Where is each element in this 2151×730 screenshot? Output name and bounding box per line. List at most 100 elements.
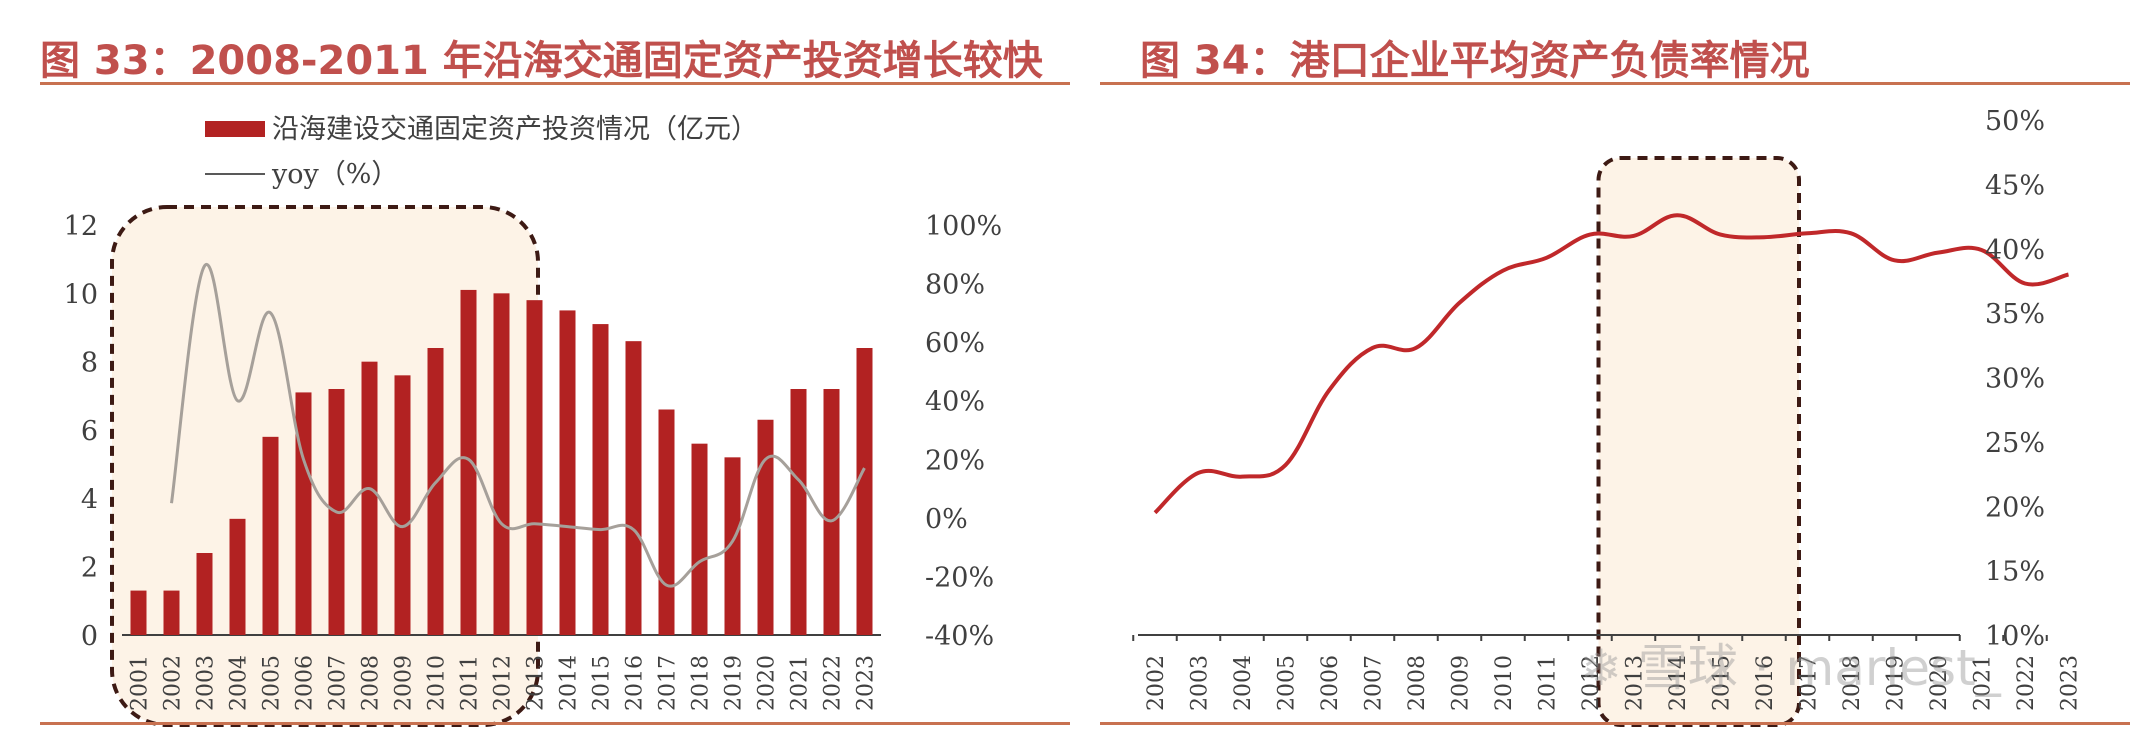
- bar-2006: [295, 392, 312, 635]
- x-tick-label: 2004: [1231, 655, 1256, 711]
- bar-2020: [757, 419, 774, 635]
- bar-2018: [691, 443, 708, 635]
- yoy-line: [170, 262, 866, 588]
- watermark: ❄ 雪球 · marlest_: [1580, 628, 2001, 700]
- left-tick-label: 0: [81, 621, 98, 652]
- right-tick-label: -40%: [925, 621, 994, 652]
- x-tick-label: 2015: [1710, 655, 1735, 711]
- x-tick-label: 2010: [1492, 655, 1517, 711]
- debt-ratio-chart: 10% 15% 20% 25% 30% 35% 40% 45% 50% 2002 2003 2004 2…: [1132, 106, 2083, 727]
- x-tick-label: 2016: [623, 655, 648, 711]
- right-tick-label: 45%: [1985, 170, 2045, 201]
- x-tick-label: 2023: [854, 655, 879, 711]
- x-tick-label: 2005: [1275, 655, 1300, 711]
- bar-2022: [823, 389, 840, 635]
- x-tick-label: 2007: [326, 655, 351, 711]
- right-tick-label: 40%: [1985, 235, 2045, 266]
- right-tick-label: 100%: [925, 211, 1002, 242]
- x-tick-label: 2013: [524, 655, 549, 711]
- x-tick-label: 2018: [1840, 655, 1865, 711]
- right-tick-label: 40%: [925, 387, 985, 418]
- bar-2005: [262, 436, 279, 635]
- bar-2001: [130, 590, 147, 635]
- bar-2008: [361, 361, 378, 635]
- bar-2004: [229, 518, 246, 635]
- bottom-rule: [40, 722, 1070, 725]
- x-tick-label: 2012: [491, 655, 516, 711]
- x-tick-label: 2020: [1927, 655, 1952, 711]
- x-tick-label: 2011: [458, 655, 483, 711]
- right-tick-label: 10%: [1985, 621, 2045, 652]
- x-tick-label: 2021: [1971, 655, 1996, 711]
- right-tick-label: 35%: [1985, 299, 2045, 330]
- investment-chart: 0 2 4 6 8 10 12 -40% -20% 0% 20% 40% 60% 80% 100% 2001 2…: [64, 114, 1002, 727]
- bar-2016: [625, 341, 642, 635]
- legend-line-label: yoy（%）: [271, 159, 398, 190]
- bar-2010: [427, 348, 444, 635]
- bar-2015: [592, 324, 609, 635]
- bar-2002: [163, 590, 180, 635]
- figure-33-panel: 图 33：2008-2011 年沿海交通固定资产投资增长较快 0 2 4 6 8 10 12…: [0, 0, 1075, 730]
- x-tick-label: 2023: [2058, 655, 2083, 711]
- x-tick-label: 2015: [590, 655, 615, 711]
- right-tick-label: 80%: [925, 270, 985, 301]
- right-tick-label: 50%: [1985, 106, 2045, 137]
- left-tick-label: 12: [64, 211, 98, 242]
- x-tick-label: 2017: [656, 655, 681, 711]
- bar-2019: [724, 457, 741, 635]
- right-tick-label: 20%: [1985, 492, 2045, 523]
- bar-2003: [196, 553, 213, 635]
- bar-2017: [658, 409, 675, 635]
- bar-2009: [394, 375, 411, 635]
- right-tick-label: 60%: [925, 328, 985, 359]
- left-tick-label: 8: [81, 348, 98, 379]
- x-tick-label: 2001: [128, 655, 153, 711]
- bar-2023: [856, 348, 873, 635]
- x-tick-label: 2003: [194, 655, 219, 711]
- left-tick-label: 4: [81, 484, 98, 515]
- watermark-text: 雪球 · marlest_: [1637, 639, 2001, 697]
- x-tick-label: 2003: [1188, 655, 1213, 711]
- x-tick-label: 2012: [1579, 655, 1604, 711]
- figure-34-panel: 图 34：港口企业平均资产负债率情况 10% 15% 20% 25% 30% 35% 40%…: [1100, 0, 2151, 730]
- x-tick-label: 2020: [755, 655, 780, 711]
- right-tick-label: 25%: [1985, 428, 2045, 459]
- left-tick-label: 6: [81, 416, 98, 447]
- right-tick-label: 15%: [1985, 557, 2045, 588]
- left-tick-label: 2: [81, 553, 98, 584]
- right-tick-label: 20%: [925, 445, 985, 476]
- figure-33-title: 图 33：2008-2011 年沿海交通固定资产投资增长较快: [40, 38, 1043, 84]
- debt-ratio-line: [1153, 213, 2070, 515]
- right-tick-label: 30%: [1985, 364, 2045, 395]
- x-tick-label: 2018: [689, 655, 714, 711]
- x-tick-label: 2002: [1144, 655, 1169, 711]
- bottom-rule: [1100, 722, 2130, 725]
- x-tick-label: 2021: [788, 655, 813, 711]
- x-tick-label: 2008: [359, 655, 384, 711]
- x-tick-label: 2011: [1536, 655, 1561, 711]
- x-tick-label: 2022: [2014, 655, 2039, 711]
- x-tick-label: 2022: [821, 655, 846, 711]
- x-tick-label: 2009: [392, 655, 417, 711]
- x-tick-label: 2014: [557, 655, 582, 711]
- x-tick-label: 2009: [1449, 655, 1474, 711]
- x-tick-label: 2008: [1405, 655, 1430, 711]
- bar-2021: [790, 389, 807, 635]
- legend-bar-swatch: [205, 121, 265, 137]
- title-underline: [40, 82, 1070, 85]
- highlight-box: [1596, 156, 1801, 727]
- x-tick-label: 2016: [1753, 655, 1778, 711]
- right-tick-label: 0%: [925, 504, 968, 535]
- bar-2011: [460, 289, 477, 635]
- x-tick-label: 2017: [1797, 655, 1822, 711]
- x-tick-label: 2019: [1884, 655, 1909, 711]
- x-tick-label: 2005: [260, 655, 285, 711]
- x-tick-label: 2006: [1318, 655, 1343, 711]
- snowball-logo-icon: ❄: [1580, 639, 1622, 697]
- x-tick-label: 2007: [1362, 655, 1387, 711]
- x-tick-label: 2006: [293, 655, 318, 711]
- x-tick-label: 2013: [1623, 655, 1648, 711]
- legend-bar-label: 沿海建设交通固定资产投资情况（亿元）: [272, 114, 758, 145]
- x-tick-label: 2002: [161, 655, 186, 711]
- x-tick-label: 2014: [1666, 655, 1691, 711]
